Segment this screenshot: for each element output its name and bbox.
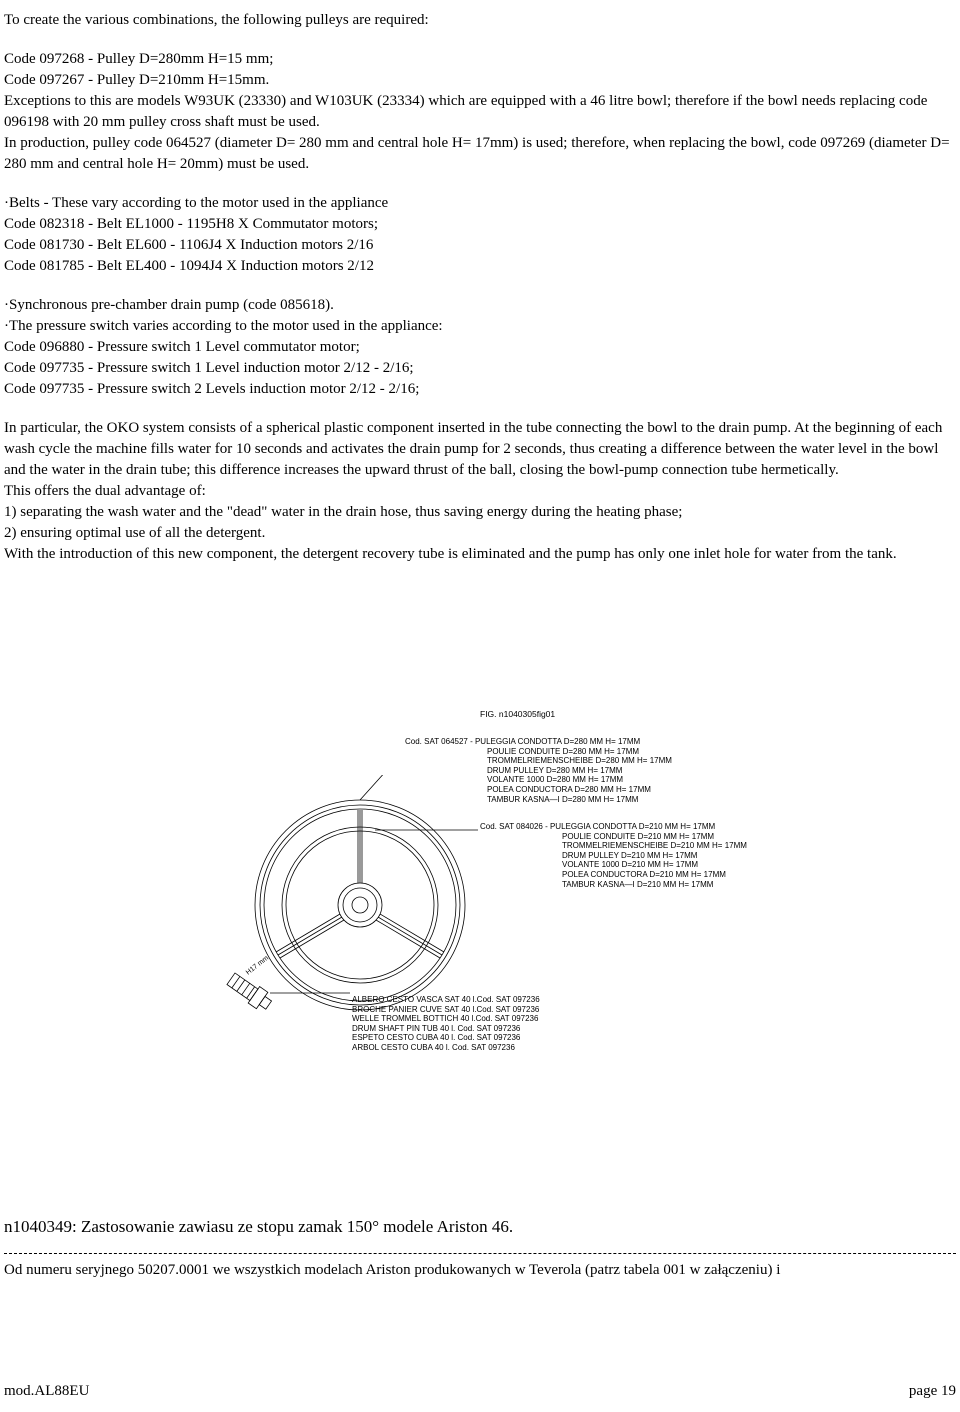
belt-3: Code 081785 - Belt EL400 - 1094J4 X Indu… <box>4 256 956 277</box>
fig-label1-l5: VOLANTE 1000 D=280 MM H= 17MM <box>405 775 672 785</box>
exceptions-para: Exceptions to this are models W93UK (233… <box>4 91 956 133</box>
fig-label3-l2: BROCHE PANIER CUVE SAT 40 l.Cod. SAT 097… <box>352 1005 540 1015</box>
pulley-figure: FIG. n1040305fig01 <box>210 715 750 1085</box>
fig-label3-l6: ARBOL CESTO CUBA 40 l. Cod. SAT 097236 <box>352 1043 540 1053</box>
fig-label2-l7: TAMBUR KASNA—I D=210 MM H= 17MM <box>480 880 747 890</box>
page-footer: mod.AL88EU page 19 <box>4 1381 956 1402</box>
fig-label2-l5: VOLANTE 1000 D=210 MM H= 17MM <box>480 860 747 870</box>
figure-label-1: Cod. SAT 064527 - PULEGGIA CONDOTTA D=28… <box>405 737 672 804</box>
oko-1: In particular, the OKO system consists o… <box>4 418 956 481</box>
fig-label1-l7: TAMBUR KASNA—I D=280 MM H= 17MM <box>405 795 672 805</box>
figure-title: FIG. n1040305fig01 <box>480 709 555 721</box>
sync-5: Code 097735 - Pressure switch 2 Levels i… <box>4 379 956 400</box>
footer-model: mod.AL88EU <box>4 1381 89 1402</box>
fig-label3-l1: ALBERO CESTO VASCA SAT 40 l.Cod. SAT 097… <box>352 995 540 1005</box>
intro-line: To create the various combinations, the … <box>4 10 956 31</box>
sync-4: Code 097735 - Pressure switch 1 Level in… <box>4 358 956 379</box>
fig-label1-l1: Cod. SAT 064527 - PULEGGIA CONDOTTA D=28… <box>405 737 672 747</box>
belt-2: Code 081730 - Belt EL600 - 1106J4 X Indu… <box>4 235 956 256</box>
belt-1: Code 082318 - Belt EL1000 - 1195H8 X Com… <box>4 214 956 235</box>
fig-label1-l3: TROMMELRIEMENSCHEIBE D=280 MM H= 17MM <box>405 756 672 766</box>
fig-label3-l4: DRUM SHAFT PIN TUB 40 l. Cod. SAT 097236 <box>352 1024 540 1034</box>
pulley-code-2: Code 097267 - Pulley D=210mm H=15mm. <box>4 70 956 91</box>
oko-2: This offers the dual advantage of: <box>4 481 956 502</box>
oko-4: 2) ensuring optimal use of all the deter… <box>4 523 956 544</box>
fig-label3-l3: WELLE TROMMEL BOTTICH 40 l.Cod. SAT 0972… <box>352 1014 540 1024</box>
fig-label2-l4: DRUM PULLEY D=210 MM H= 17MM <box>480 851 747 861</box>
divider <box>4 1253 956 1254</box>
sync-3: Code 096880 - Pressure switch 1 Level co… <box>4 337 956 358</box>
svg-text:H17 mm: H17 mm <box>245 955 270 977</box>
sync-2: ·The pressure switch varies according to… <box>4 316 956 337</box>
fig-label2-l6: POLEA CONDUCTORA D=210 MM H= 17MM <box>480 870 747 880</box>
pulley-code-1: Code 097268 - Pulley D=280mm H=15 mm; <box>4 49 956 70</box>
fig-label2-l1: Cod. SAT 084026 - PULEGGIA CONDOTTA D=21… <box>480 822 747 832</box>
oko-5: With the introduction of this new compon… <box>4 544 956 565</box>
bottom-text: Od numeru seryjnego 50207.0001 we wszyst… <box>4 1260 956 1281</box>
fig-label1-l6: POLEA CONDUCTORA D=280 MM H= 17MM <box>405 785 672 795</box>
fig-label1-l2: POULIE CONDUITE D=280 MM H= 17MM <box>405 747 672 757</box>
figure-container: FIG. n1040305fig01 <box>4 715 956 1085</box>
section-heading: n1040349: Zastosowanie zawiasu ze stopu … <box>4 1215 956 1239</box>
sync-1: ·Synchronous pre-chamber drain pump (cod… <box>4 295 956 316</box>
fig-label3-l5: ESPETO CESTO CUBA 40 l. Cod. SAT 097236 <box>352 1033 540 1043</box>
production-para: In production, pulley code 064527 (diame… <box>4 133 956 175</box>
footer-page: page 19 <box>909 1381 956 1402</box>
belts-intro: ·Belts - These vary according to the mot… <box>4 193 956 214</box>
fig-label2-l3: TROMMELRIEMENSCHEIBE D=210 MM H= 17MM <box>480 841 747 851</box>
fig-label1-l4: DRUM PULLEY D=280 MM H= 17MM <box>405 766 672 776</box>
fig-label2-l2: POULIE CONDUITE D=210 MM H= 17MM <box>480 832 747 842</box>
figure-label-2: Cod. SAT 084026 - PULEGGIA CONDOTTA D=21… <box>480 822 747 889</box>
oko-3: 1) separating the wash water and the "de… <box>4 502 956 523</box>
figure-label-3: ALBERO CESTO VASCA SAT 40 l.Cod. SAT 097… <box>352 995 540 1053</box>
